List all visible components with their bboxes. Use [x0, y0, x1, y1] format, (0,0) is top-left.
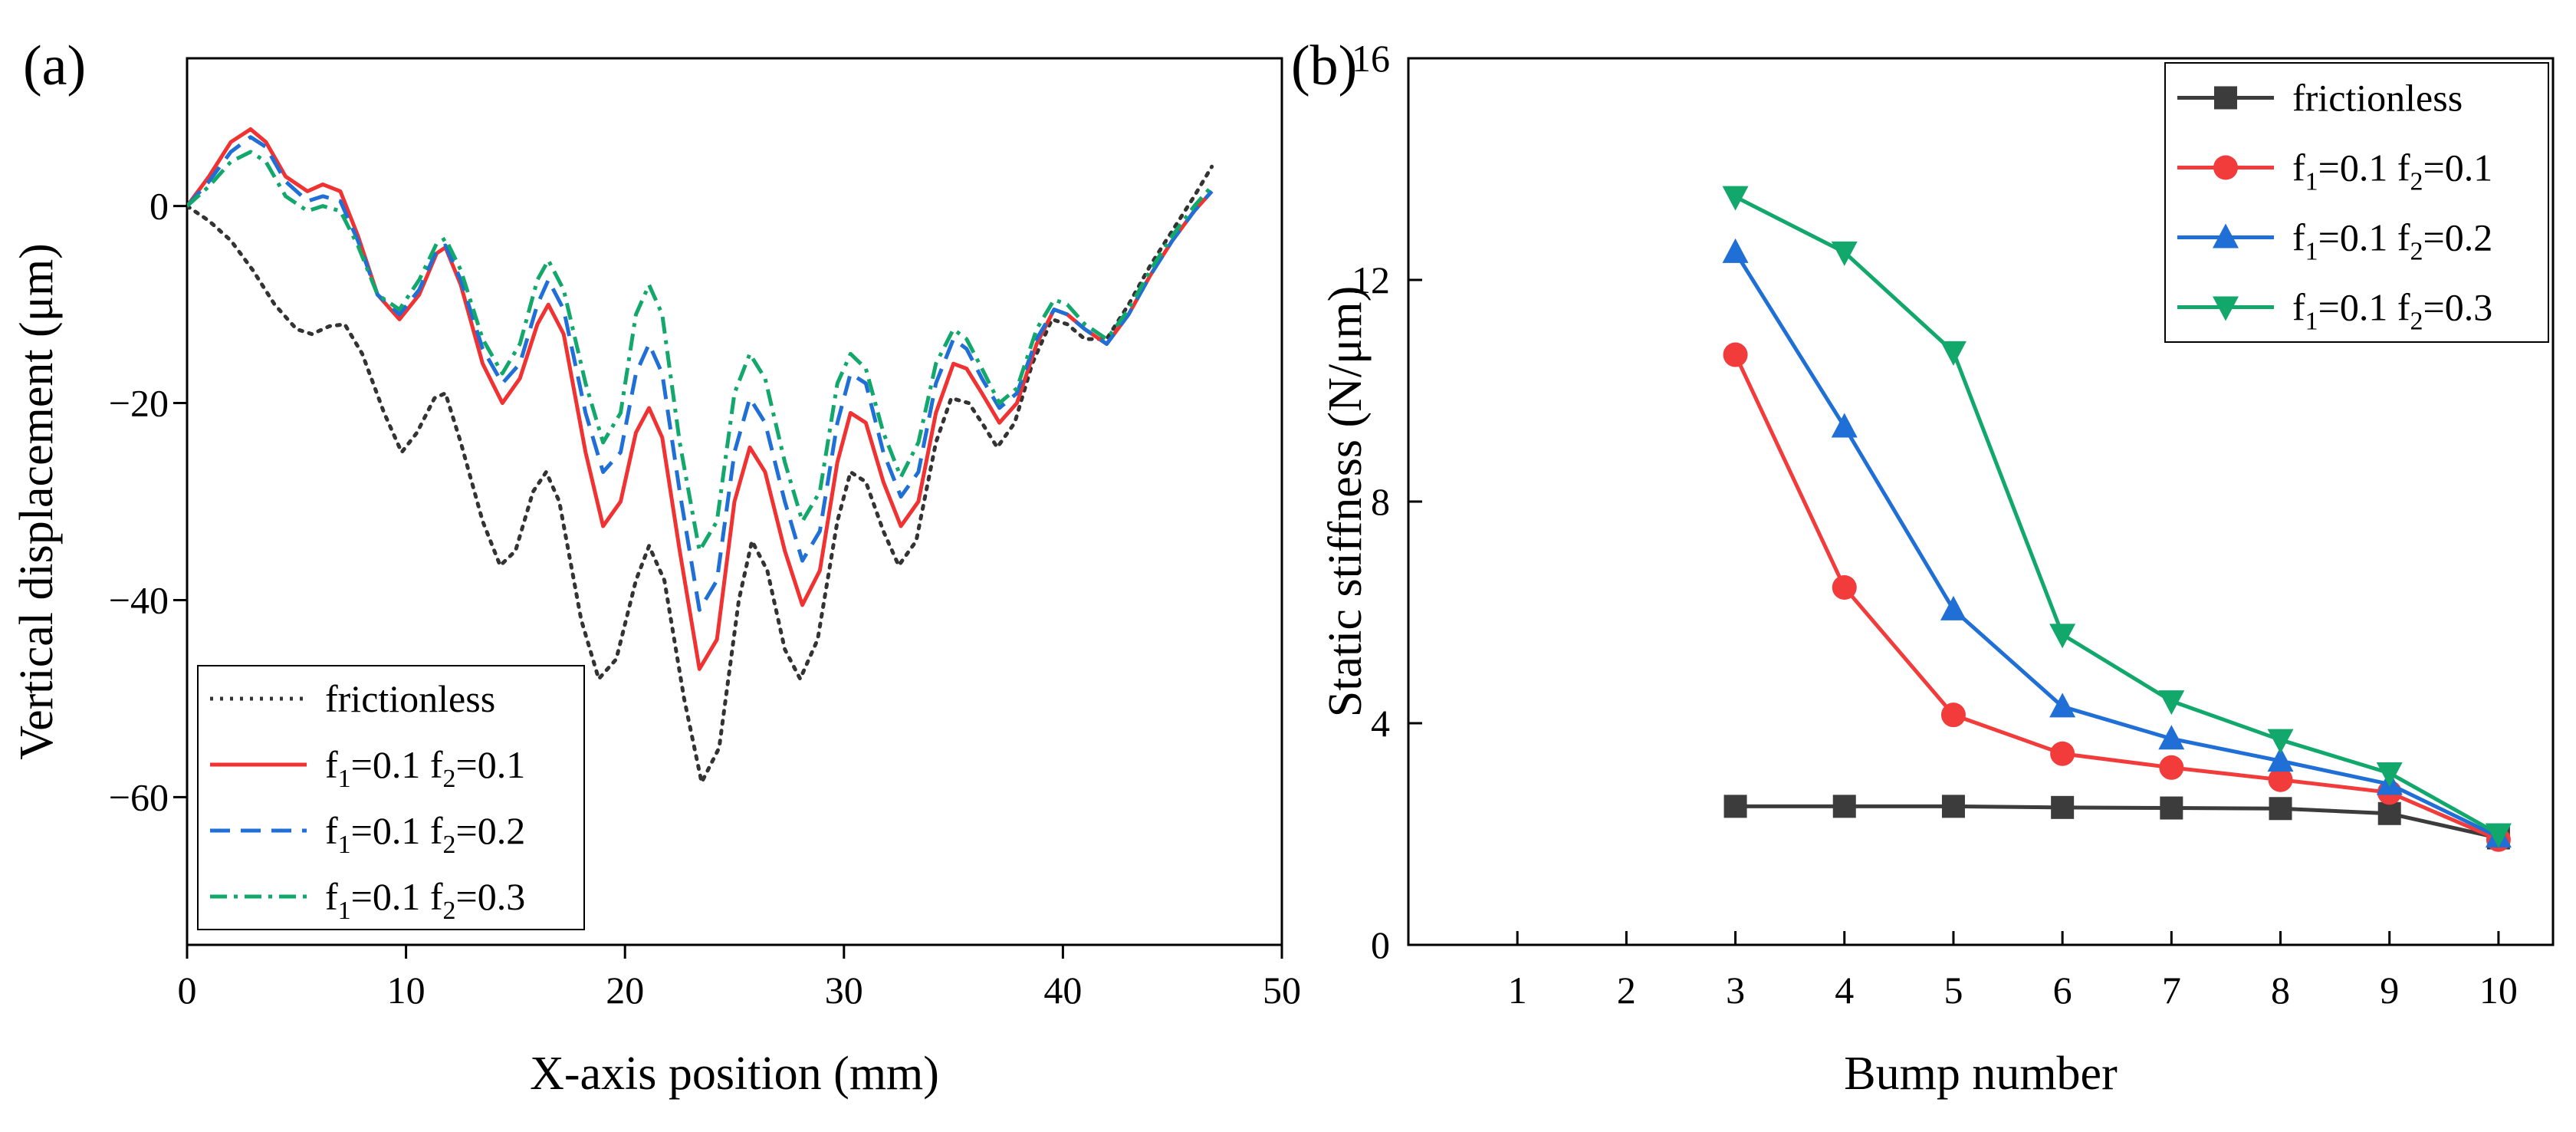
data-point-2	[1940, 595, 1967, 620]
data-point-0	[2051, 795, 2075, 819]
legend-label-1: f1=0.1 f2=0.1	[2292, 146, 2492, 196]
legend-marker-1	[2213, 155, 2238, 180]
legend-box	[197, 665, 585, 930]
data-point-2	[2158, 725, 2185, 750]
x-tick-label: 6	[2053, 969, 2072, 1012]
legend-label-1: f1=0.1 f2=0.1	[325, 743, 525, 793]
x-tick-label: 50	[1263, 969, 1301, 1012]
data-point-0	[1832, 795, 1856, 818]
series-layer	[1722, 186, 2512, 852]
series-line-0	[187, 164, 1214, 785]
legend-marker-3	[2213, 296, 2239, 321]
series-line-2	[187, 135, 1214, 612]
x-tick-label: 40	[1043, 969, 1082, 1012]
data-point-3	[2376, 762, 2403, 788]
data-point-1	[1940, 703, 1966, 728]
data-point-1	[1832, 574, 1857, 600]
y-tick-label: 0	[1371, 923, 1390, 966]
series-line-3	[1734, 195, 2500, 836]
data-point-0	[2269, 797, 2292, 821]
series-line-3	[187, 150, 1214, 553]
series-line-1	[187, 127, 1214, 671]
y-tick-label: −20	[109, 382, 169, 425]
y-tick-label: 12	[1352, 258, 1390, 301]
data-point-3	[2049, 624, 2076, 649]
x-tick-label: 10	[387, 969, 426, 1012]
y-tick-label: 16	[1352, 37, 1390, 80]
data-point-3	[2267, 729, 2294, 754]
data-point-3	[1940, 341, 1967, 366]
data-point-3	[1722, 186, 1749, 211]
legend-marker-2	[2213, 223, 2239, 248]
x-tick-label: 20	[606, 969, 644, 1012]
y-axis-title: Vertical displacement (μm)	[11, 243, 63, 760]
x-tick-label: 4	[1835, 969, 1854, 1012]
data-point-1	[1723, 342, 1748, 367]
y-axis-title: Static stiffness (N/μm)	[1319, 286, 1372, 717]
series-layer	[187, 127, 1214, 785]
x-axis-title: X-axis position (mm)	[530, 1048, 939, 1100]
series-line-2	[1733, 251, 2499, 839]
legend-label-2: f1=0.1 f2=0.2	[325, 809, 525, 859]
x-tick-label: 30	[825, 969, 863, 1012]
x-tick-label: 2	[1617, 969, 1636, 1012]
x-tick-label: 1	[1508, 969, 1527, 1012]
data-point-2	[2267, 747, 2294, 772]
data-point-1	[2159, 755, 2184, 780]
legend-label-0: frictionless	[325, 677, 495, 720]
data-point-3	[2158, 690, 2185, 716]
data-point-0	[1723, 795, 1747, 818]
x-tick-label: 0	[178, 969, 197, 1012]
data-point-0	[1941, 795, 1965, 818]
x-tick-label: 5	[1944, 969, 1963, 1012]
legend-label-3: f1=0.1 f2=0.3	[2292, 286, 2492, 336]
legend-box	[2164, 62, 2549, 343]
legend-label-0: frictionless	[2292, 77, 2463, 120]
data-point-2	[2049, 693, 2076, 718]
data-point-2	[1722, 238, 1749, 263]
data-point-1	[2050, 741, 2075, 766]
series-line-1	[1733, 354, 2499, 842]
data-point-0	[2160, 796, 2183, 820]
panel-label: (b)	[1291, 35, 1357, 97]
legend-marker-0	[2214, 86, 2237, 110]
panel-a: (a) 0 10 20 30 40 50 0 −20 −40 −60 X-axis position …	[11, 35, 1301, 1100]
x-tick-label: 10	[2479, 969, 2518, 1012]
legend-label-2: f1=0.1 f2=0.2	[2292, 216, 2492, 266]
y-tick-label: 0	[150, 185, 169, 228]
data-point-3	[2485, 823, 2512, 848]
plot-frame	[186, 57, 1283, 946]
x-axis-title: Bump number	[1844, 1048, 2118, 1100]
y-tick-label: 4	[1371, 702, 1390, 745]
data-point-2	[1831, 413, 1858, 438]
series-line-0	[1735, 804, 2499, 840]
data-point-0	[2377, 801, 2401, 825]
y-tick-label: 8	[1371, 480, 1390, 523]
y-tick-label: −40	[109, 578, 169, 621]
x-tick-label: 9	[2380, 969, 2399, 1012]
x-tick-label: 3	[1726, 969, 1745, 1012]
legend-label-3: f1=0.1 f2=0.3	[325, 875, 525, 925]
panel-label: (a)	[23, 35, 86, 97]
y-tick-label: −60	[109, 775, 169, 818]
data-point-1	[2268, 767, 2293, 792]
data-point-3	[1831, 241, 1858, 266]
x-tick-label: 7	[2162, 969, 2181, 1012]
x-tick-label: 8	[2271, 969, 2290, 1012]
